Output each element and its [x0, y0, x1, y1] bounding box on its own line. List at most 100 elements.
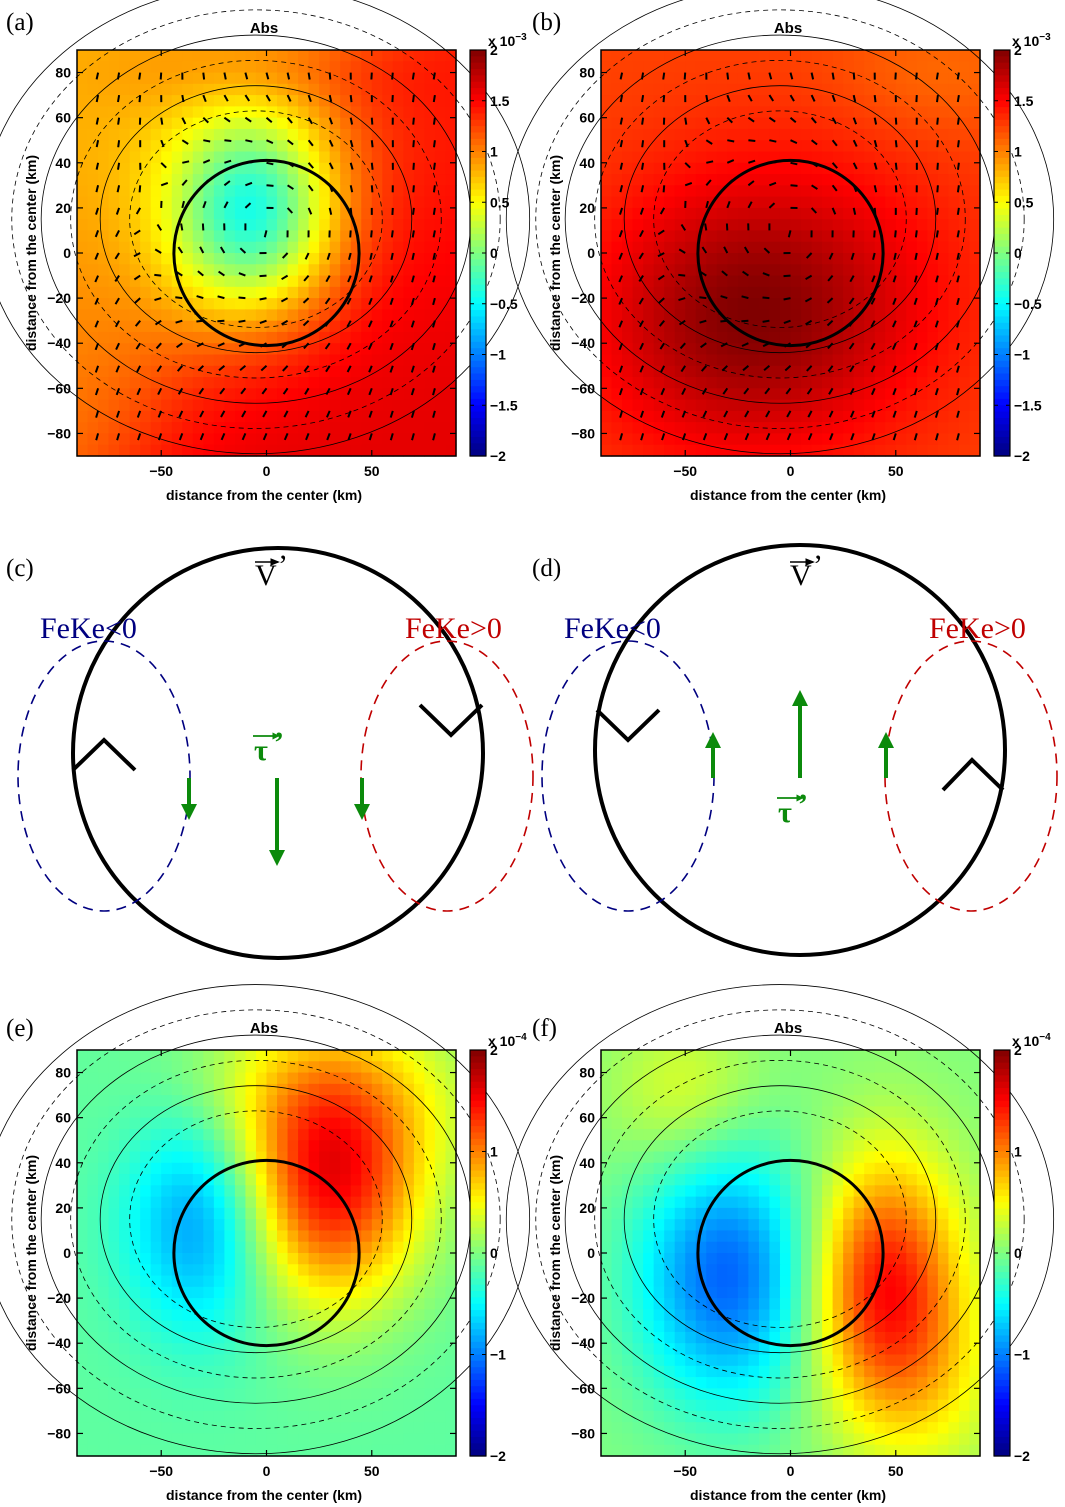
heatmap-cell: [203, 207, 215, 220]
heatmap-cell: [424, 399, 436, 412]
heatmap-cell: [245, 1140, 257, 1153]
heatmap-cell: [864, 1061, 876, 1074]
quiver-arrow: [135, 342, 142, 350]
heatmap-cell: [643, 207, 655, 220]
heatmap-cell: [255, 433, 268, 446]
heatmap-cell: [382, 1320, 394, 1333]
heatmap-cell: [350, 298, 362, 310]
heatmap-cell: [801, 1050, 813, 1062]
heatmap-cell: [245, 185, 257, 198]
heatmap-cell: [948, 72, 960, 85]
heatmap-cell: [361, 95, 373, 107]
heatmap-cell: [182, 1207, 194, 1220]
heatmap-cell: [695, 117, 707, 130]
quiver-arrow: [262, 433, 268, 441]
heatmap-cell: [927, 174, 939, 186]
heatmap-cell: [203, 264, 215, 277]
quiver-arrow: [326, 252, 331, 260]
heatmap-cell: [601, 174, 613, 186]
heatmap-cell: [108, 1320, 120, 1333]
heatmap-cell: [350, 1343, 362, 1356]
heatmap-cell: [255, 365, 268, 378]
heatmap-cell: [298, 1343, 310, 1356]
heatmap-cell: [371, 219, 383, 232]
heatmap-cell: [601, 1072, 613, 1085]
heatmap-cell: [234, 241, 247, 254]
colorbar-swatch: [470, 1430, 486, 1438]
heatmap-cell: [308, 72, 320, 85]
heatmap-cell: [108, 1151, 120, 1164]
heatmap-cell: [916, 309, 928, 322]
heatmap-cell: [234, 83, 247, 96]
heatmap-cell: [392, 309, 404, 322]
heatmap-cell: [664, 174, 676, 186]
heatmap-cell: [382, 241, 394, 254]
heatmap-cell: [129, 1230, 141, 1243]
heatmap-cell: [213, 219, 225, 232]
quiver-arrow: [389, 410, 394, 418]
heatmap-cell: [350, 444, 362, 457]
heatmap-cell: [266, 1365, 278, 1378]
heatmap-cell: [664, 275, 676, 288]
heatmap-cell: [643, 433, 655, 446]
heatmap-cell: [98, 275, 110, 288]
heatmap-cell: [801, 343, 813, 356]
heatmap-cell: [748, 128, 760, 141]
heatmap-cell: [601, 117, 613, 130]
quiver-arrow: [412, 207, 415, 215]
heatmap-cell: [298, 83, 310, 96]
heatmap-cell: [161, 275, 173, 288]
heatmap-cell: [811, 128, 823, 141]
heatmap-cell: [769, 343, 781, 356]
quiver-arrow: [117, 117, 121, 125]
heatmap-cell: [403, 72, 415, 85]
heatmap-cell: [948, 106, 960, 119]
heatmap-cell: [392, 1422, 404, 1435]
heatmap-cell: [822, 83, 834, 96]
heatmap-cell: [150, 309, 162, 322]
heatmap-cell: [308, 1241, 320, 1254]
heatmap-cell: [969, 95, 981, 107]
heatmap-cell: [203, 1264, 215, 1277]
heatmap-cell: [245, 253, 257, 265]
colorbar-swatch: [470, 119, 486, 127]
colorbar-swatch: [470, 1316, 486, 1324]
heatmap-cell: [266, 1320, 278, 1333]
heatmap-cell: [129, 399, 141, 412]
heatmap-cell: [203, 1106, 215, 1119]
heatmap-cell: [674, 309, 686, 322]
heatmap-cell: [653, 230, 665, 243]
heatmap-cell: [203, 72, 215, 85]
heatmap-cell: [119, 275, 131, 288]
heatmap-cell: [213, 196, 225, 209]
quiver-arrow: [619, 117, 624, 125]
heatmap-cell: [171, 1196, 183, 1209]
heatmap-cell: [927, 1061, 939, 1074]
heatmap-cell: [632, 264, 644, 277]
heatmap-cell: [927, 264, 939, 277]
heatmap-cell: [255, 1128, 268, 1141]
quiver-arrow: [348, 252, 352, 261]
heatmap-cell: [329, 1354, 341, 1367]
heatmap-cell: [129, 1309, 141, 1322]
heatmap-cell: [664, 207, 676, 220]
heatmap-cell: [948, 410, 960, 423]
quiver-arrow: [915, 72, 918, 80]
heatmap-cell: [392, 1196, 404, 1209]
heatmap-cell: [277, 1162, 289, 1175]
heatmap-cell: [864, 241, 876, 254]
heatmap-cell: [748, 444, 760, 457]
quiver-arrow: [893, 252, 897, 261]
colorbar-swatch: [470, 1208, 486, 1216]
heatmap-cell: [611, 354, 623, 367]
heatmap-cell: [87, 117, 99, 130]
heatmap-cell: [298, 174, 310, 186]
xtick-label: 50: [364, 1463, 380, 1479]
heatmap-cell: [140, 309, 152, 322]
colorbar-swatch: [994, 430, 1010, 438]
quiver-arrow: [640, 433, 645, 441]
quiver-arrow: [217, 342, 225, 347]
colorbar-swatch: [470, 1195, 486, 1203]
heatmap-cell: [906, 230, 918, 243]
heatmap-cell: [140, 140, 152, 153]
